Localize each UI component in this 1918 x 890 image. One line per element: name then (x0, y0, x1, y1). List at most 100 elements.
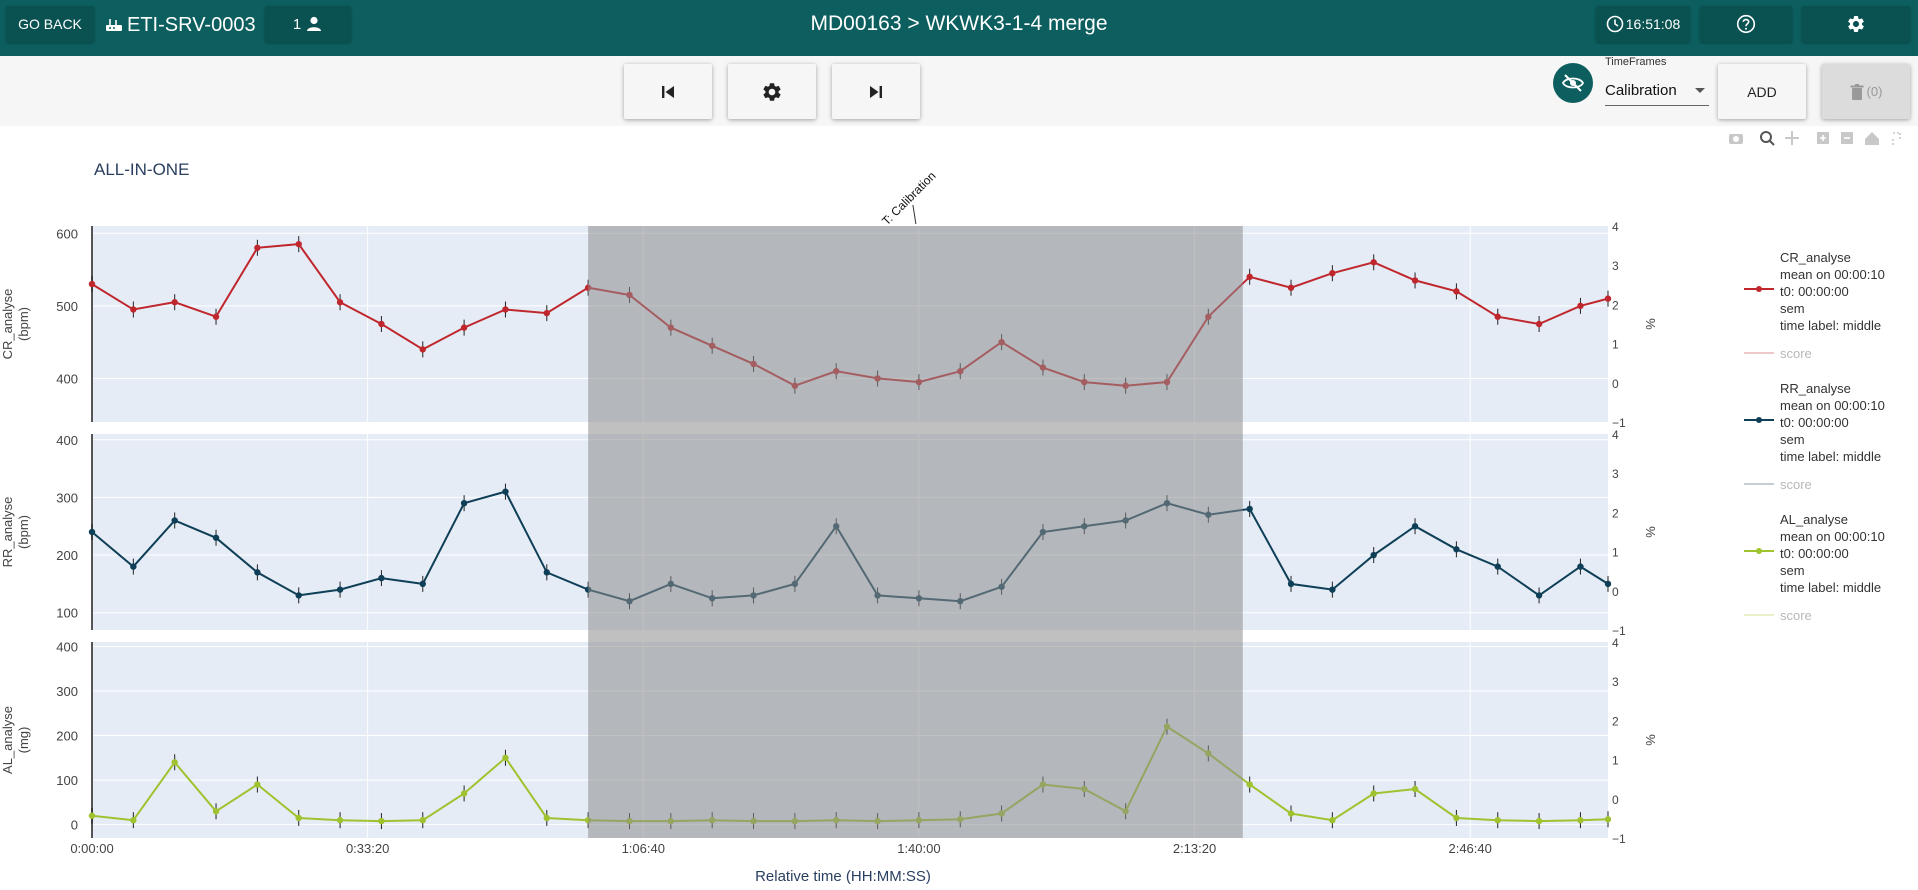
data-point[interactable] (1577, 816, 1584, 824)
data-point[interactable] (1494, 313, 1501, 320)
go-back-button[interactable]: GO BACK (6, 6, 94, 42)
data-point[interactable] (212, 313, 220, 320)
data-point[interactable] (254, 781, 261, 788)
page-title: MD00163 > WKWK3-1-4 merge (810, 12, 1108, 35)
data-point[interactable] (336, 299, 344, 306)
data-point[interactable] (1287, 284, 1295, 291)
data-point[interactable] (1453, 288, 1460, 295)
help-button[interactable] (1700, 6, 1792, 42)
right-tick-label: 2 (1612, 506, 1619, 520)
data-point[interactable] (1329, 816, 1336, 824)
data-point[interactable] (88, 812, 96, 819)
data-point[interactable] (1453, 814, 1460, 822)
data-point[interactable] (1411, 277, 1419, 284)
timeframe-select[interactable]: Calibration (1605, 76, 1709, 106)
zoom-out-icon[interactable] (1841, 132, 1853, 144)
x-tick-label: 2:13:20 (1173, 841, 1216, 856)
data-point[interactable] (130, 816, 137, 824)
data-point[interactable] (254, 244, 261, 251)
data-point[interactable] (336, 816, 344, 824)
data-point[interactable] (460, 790, 468, 797)
data-point[interactable] (254, 569, 261, 576)
data-point[interactable] (1287, 810, 1295, 817)
data-point[interactable] (336, 586, 344, 593)
data-point[interactable] (378, 817, 385, 825)
data-point[interactable] (212, 808, 220, 815)
y-tick-label: 600 (56, 226, 78, 241)
data-point[interactable] (1604, 580, 1612, 588)
data-point[interactable] (1411, 523, 1419, 530)
data-point[interactable] (502, 754, 509, 762)
users-button[interactable]: 1 (265, 6, 351, 42)
data-point[interactable] (502, 488, 509, 495)
add-timeframe-button[interactable]: ADD (1718, 64, 1806, 119)
data-point[interactable] (378, 320, 385, 328)
data-point[interactable] (419, 346, 426, 353)
x-axis-title: Relative time (HH:MM:SS) (755, 868, 931, 885)
legend-text: mean on 00:00:10 (1780, 267, 1885, 282)
chart-settings-button[interactable] (728, 64, 816, 119)
camera-icon[interactable] (1729, 134, 1743, 144)
all-in-one-chart[interactable]: ALL-IN-ONE 400500600−101234%CR_analyse(b… (0, 126, 1918, 890)
y-tick-label: 400 (56, 639, 78, 654)
data-point[interactable] (1287, 580, 1295, 588)
zoom-icon[interactable] (1760, 131, 1775, 146)
data-point[interactable] (1246, 273, 1253, 281)
data-point[interactable] (171, 759, 178, 766)
right-tick-label: 3 (1612, 675, 1619, 689)
data-point[interactable] (419, 816, 426, 824)
settings-button[interactable] (1802, 6, 1910, 42)
data-point[interactable] (502, 306, 509, 313)
data-point[interactable] (1329, 586, 1336, 593)
data-point[interactable] (1411, 785, 1419, 793)
data-point[interactable] (1535, 592, 1543, 599)
delete-timeframe-button[interactable]: (0) (1822, 64, 1910, 119)
visibility-toggle[interactable] (1553, 63, 1593, 103)
data-point[interactable] (1577, 563, 1584, 570)
next-button[interactable] (832, 64, 920, 119)
data-point[interactable] (130, 306, 137, 313)
previous-button[interactable] (624, 64, 712, 119)
data-point[interactable] (88, 528, 96, 536)
data-point[interactable] (1535, 817, 1543, 825)
data-point[interactable] (88, 280, 96, 288)
data-point[interactable] (1604, 295, 1612, 302)
data-point[interactable] (543, 814, 550, 822)
zoom-in-icon[interactable] (1817, 132, 1829, 144)
data-point[interactable] (1246, 781, 1253, 788)
data-point[interactable] (295, 240, 302, 248)
data-point[interactable] (419, 580, 426, 588)
data-point[interactable] (1494, 816, 1501, 824)
data-point[interactable] (1370, 790, 1377, 797)
data-point[interactable] (295, 592, 302, 599)
data-point[interactable] (543, 309, 550, 317)
data-point[interactable] (1577, 302, 1584, 310)
data-point[interactable] (1453, 546, 1460, 553)
home-icon[interactable] (1865, 132, 1879, 145)
data-point[interactable] (130, 563, 137, 570)
data-point[interactable] (460, 499, 468, 507)
server-name: ETI-SRV-0003 (127, 13, 256, 36)
data-point[interactable] (378, 574, 385, 582)
data-point[interactable] (1246, 505, 1253, 513)
data-point[interactable] (295, 814, 302, 822)
pan-icon[interactable] (1785, 131, 1799, 145)
data-point[interactable] (1370, 259, 1377, 266)
data-point[interactable] (1494, 563, 1501, 570)
data-point[interactable] (1370, 551, 1377, 559)
data-point[interactable] (171, 517, 178, 524)
right-tick-label: 4 (1612, 220, 1619, 234)
data-point[interactable] (543, 569, 550, 576)
data-point[interactable] (212, 534, 220, 541)
data-point[interactable] (171, 299, 178, 306)
data-point[interactable] (1535, 320, 1543, 328)
calibration-region[interactable] (588, 226, 1243, 838)
data-point[interactable] (1604, 816, 1612, 823)
data-point[interactable] (1329, 269, 1336, 277)
data-point[interactable] (460, 324, 468, 331)
more-icon[interactable] (1892, 132, 1901, 145)
legend-score-label: score (1780, 477, 1812, 492)
